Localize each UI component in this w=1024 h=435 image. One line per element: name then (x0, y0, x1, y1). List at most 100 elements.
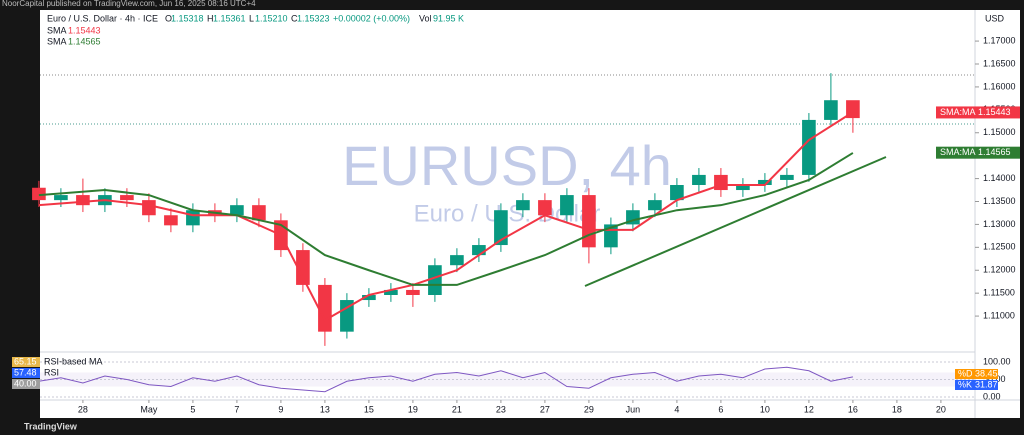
candle-body (340, 300, 354, 332)
trend-line (584, 156, 887, 287)
header-text: 1.15323 (297, 13, 330, 23)
header-text: L (249, 13, 254, 23)
candle-body (560, 195, 574, 216)
header-text: 1.15318 (171, 13, 204, 23)
header-text: O (165, 13, 172, 23)
candle-body (582, 195, 596, 248)
currency: USD (985, 13, 1005, 23)
y-tick-label: 1.14000 (983, 173, 1016, 183)
candle-body (318, 284, 332, 332)
rsi-line (38, 366, 853, 393)
price-tag (936, 106, 1020, 119)
x-tick-label: 10 (760, 404, 770, 414)
price-tag-name: SMA:MA (940, 147, 976, 157)
candle-body (758, 179, 772, 185)
x-tick-label: 29 (584, 404, 594, 414)
x-tick-label: 28 (78, 404, 88, 414)
y-tick-label: 1.15000 (983, 127, 1016, 137)
legend-name: SMA (47, 36, 67, 46)
y-tick-label: 1.16500 (983, 58, 1016, 68)
x-tick-label: May (140, 404, 158, 414)
publisher: NoorCapital published on TradingView.com… (2, 0, 256, 8)
x-tick-label: 9 (278, 404, 283, 414)
readout-value: 65.15 (14, 356, 37, 366)
x-tick-label: 20 (936, 404, 946, 414)
header-text: H (207, 13, 214, 23)
candle-body (692, 174, 706, 185)
header-text: 91.95 K (433, 13, 464, 23)
price-tag-value: 1.15443 (978, 107, 1011, 117)
candle-body (824, 100, 838, 120)
candle-body (670, 185, 684, 201)
candle-body (714, 174, 728, 191)
osc-tag (955, 369, 998, 379)
candle-body (516, 200, 530, 211)
candle-body (384, 289, 398, 295)
x-tick-label: 23 (496, 404, 506, 414)
candle-body (362, 295, 376, 301)
candle-body (164, 215, 178, 226)
candle-body (736, 185, 750, 191)
readout-box (12, 368, 40, 378)
y-tick-label: 1.11500 (983, 288, 1015, 298)
x-tick-label: 13 (320, 404, 330, 414)
legend-value: 1.15443 (68, 25, 101, 35)
x-tick-label: 19 (408, 404, 418, 414)
candle-body (120, 195, 134, 201)
legend-name: SMA (47, 25, 67, 35)
price-tag-value: 1.14565 (978, 147, 1011, 157)
candle-body (252, 205, 266, 221)
x-tick-label: 7 (234, 404, 239, 414)
x-tick-label: 18 (892, 404, 902, 414)
candle-body (230, 205, 244, 216)
readout-box (12, 379, 40, 389)
rsi-band (40, 372, 975, 387)
candle-body (406, 289, 420, 295)
y-tick-label: 1.13500 (983, 196, 1016, 206)
candle-body (648, 200, 662, 211)
sma-line (38, 111, 854, 322)
y-tick-label: 1.17000 (983, 35, 1016, 45)
header-text: 1.15361 (213, 13, 246, 23)
header-text: Euro / U.S. Dollar · 4h · ICE (47, 13, 158, 23)
header-text: C (291, 13, 298, 23)
osc-tag-value: 31.87 (975, 379, 998, 389)
footer-logo: TradingView (24, 421, 78, 431)
x-tick-label: 5 (190, 404, 195, 414)
y-tick-label: 1.13000 (983, 219, 1016, 229)
candle-body (54, 195, 68, 201)
watermark: EURUSD, 4h (342, 134, 672, 197)
x-tick-label: 12 (804, 404, 814, 414)
readout-value: 40.00 (14, 378, 37, 388)
osc-tick-label: 0.00 (983, 391, 1001, 401)
y-tick-label: 1.11000 (983, 310, 1015, 320)
candle-body (450, 255, 464, 266)
osc-tag (955, 380, 998, 390)
candle-body (494, 210, 508, 246)
candle-body (472, 245, 486, 256)
y-tick-label: 1.16000 (983, 81, 1016, 91)
legend-value: 1.14565 (68, 36, 101, 46)
sma-line (38, 152, 854, 286)
x-tick-label: 4 (674, 404, 679, 414)
candle-body (76, 195, 90, 206)
x-tick-label: 6 (718, 404, 723, 414)
x-tick-label: 15 (364, 404, 374, 414)
readout-label: RSI (44, 367, 59, 377)
chart-panel (40, 10, 1020, 418)
header-text: +0.00002 (+0.00%) (333, 13, 410, 23)
osc-tag-value: 38.45 (975, 368, 998, 378)
readout-label: RSI-based MA (44, 356, 103, 366)
candle-body (142, 200, 156, 216)
osc-tick-label: 100.00 (983, 356, 1011, 366)
y-tick-label: 1.12000 (983, 265, 1016, 275)
y-tick-label: 1.12500 (983, 242, 1016, 252)
x-tick-label: 16 (848, 404, 858, 414)
header-text: 1.15210 (255, 13, 288, 23)
x-tick-label: Jun (626, 404, 641, 414)
candle-body (428, 265, 442, 295)
candle-body (780, 174, 794, 180)
price-tag (936, 146, 1020, 159)
header-text: Vol (419, 13, 432, 23)
